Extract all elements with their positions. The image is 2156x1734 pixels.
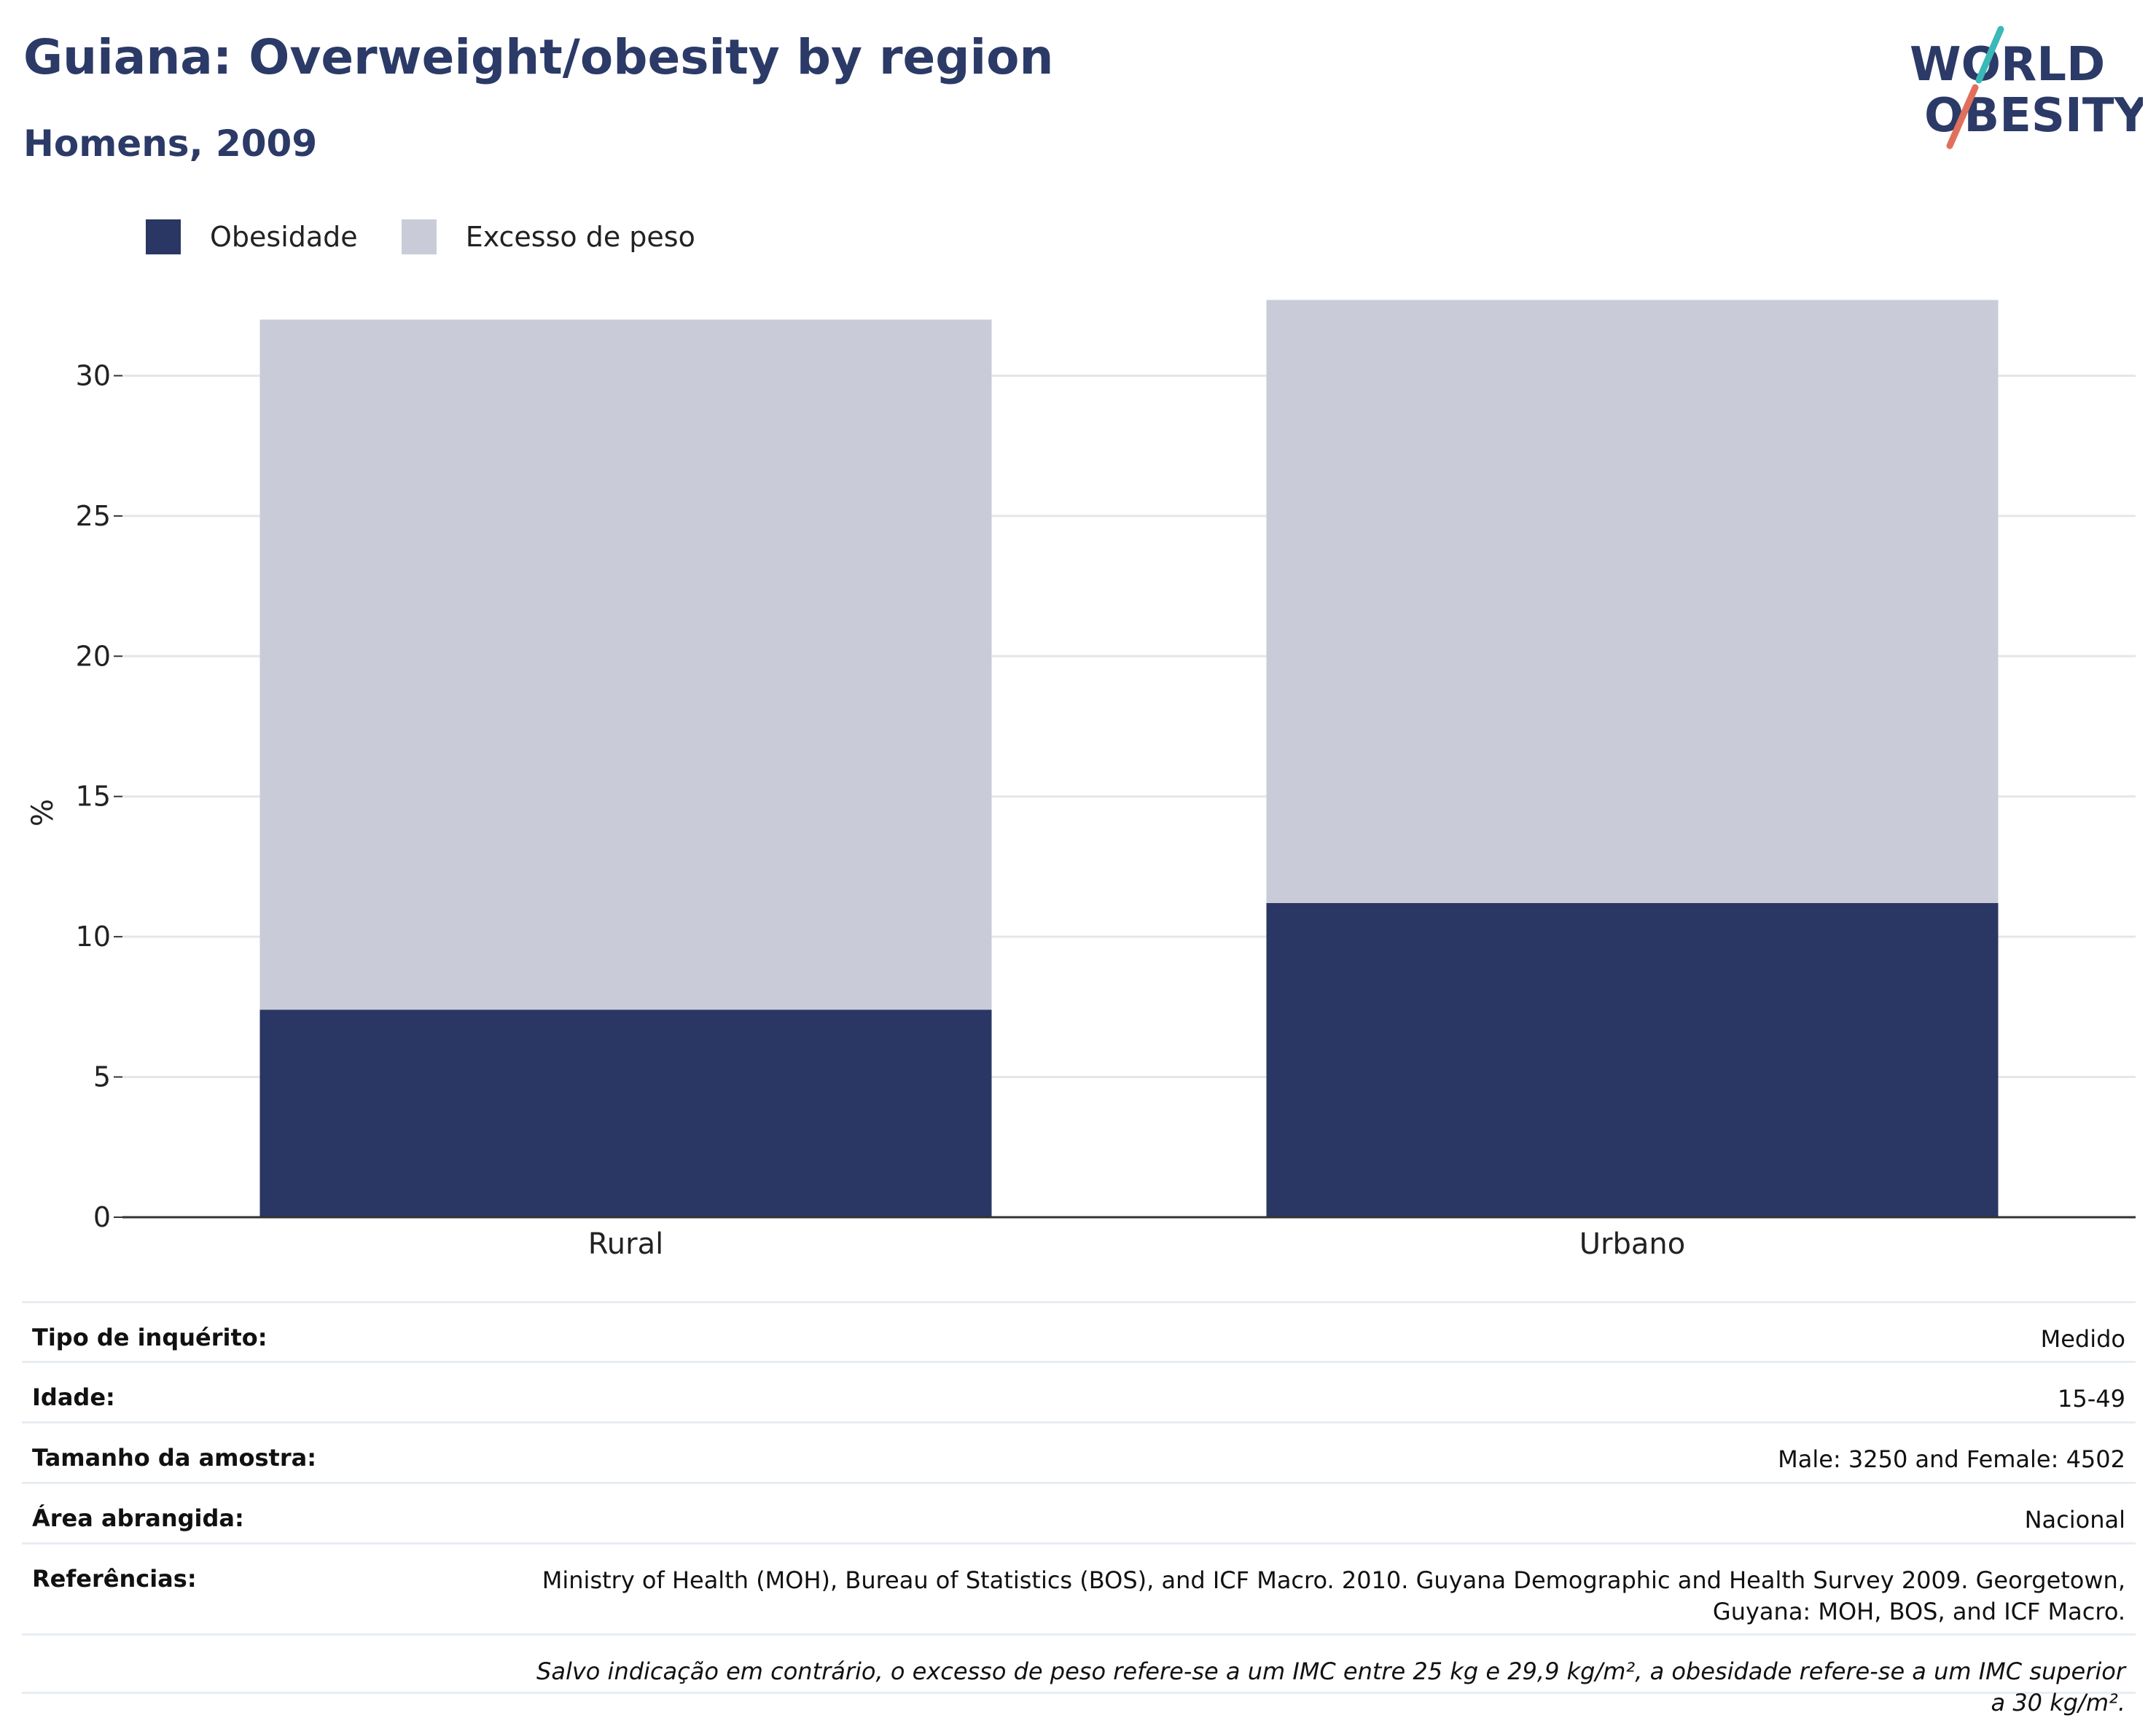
info-row-area: Área abrangida: Nacional xyxy=(22,1482,2136,1542)
info-row-survey-type: Tipo de inquérito: Medido xyxy=(22,1301,2136,1361)
info-value: Male: 3250 and Female: 4502 xyxy=(1778,1445,2125,1473)
info-key: Tamanho da amostra: xyxy=(32,1444,316,1472)
info-key: Referências: xyxy=(32,1565,197,1593)
info-row-references: Referências: Ministry of Health (MOH), B… xyxy=(22,1542,2136,1633)
y-tick-label: 25 xyxy=(76,500,111,532)
legend-item-excesso-de-peso[interactable]: Excesso de peso xyxy=(401,219,695,254)
y-tick-label: 20 xyxy=(76,640,111,672)
legend-swatch-excesso-de-peso xyxy=(401,219,437,254)
legend-label: Obesidade xyxy=(210,221,358,253)
logo-slash-coral xyxy=(1946,84,1979,149)
y-tick-label: 30 xyxy=(76,359,111,391)
logo-text-world: WORLD xyxy=(1910,38,2105,92)
y-tick-label: 0 xyxy=(93,1201,111,1233)
survey-info-table: Tipo de inquérito: Medido Idade: 15-49 T… xyxy=(22,1301,2136,1717)
y-tick-label: 15 xyxy=(76,781,111,813)
chart-subtitle: Homens, 2009 xyxy=(23,122,318,165)
info-value: Medido xyxy=(2040,1325,2125,1353)
x-tick-label: Rural xyxy=(588,1227,663,1261)
legend-swatch-obesidade xyxy=(146,219,181,254)
logo-slash-teal xyxy=(1975,26,2004,84)
bar-rural-obesidade xyxy=(259,1009,992,1217)
info-value: 15-49 xyxy=(2058,1385,2125,1413)
info-row-note: Salvo indicação em contrário, o excesso … xyxy=(22,1633,2136,1717)
info-key: Área abrangida: xyxy=(32,1504,244,1532)
x-tick-label: Urbano xyxy=(1579,1227,1685,1261)
axes: 0 5 10 15 20 25 30 Rural Urbano% xyxy=(26,359,2136,1261)
bar-chart: 0 5 10 15 20 25 30 Rural Urbano% xyxy=(26,300,2136,1261)
world-obesity-logo: WORLD OBESITY xyxy=(1910,26,2143,149)
y-axis-label: % xyxy=(26,799,60,827)
definition-note: Salvo indicação em contrário, o excesso … xyxy=(536,1657,2125,1717)
y-tick-label: 10 xyxy=(76,921,111,953)
bar-urbano-excesso-de-peso xyxy=(1266,300,1999,903)
info-value: Nacional xyxy=(2024,1506,2125,1534)
info-value: Ministry of Health (MOH), Bureau of Stat… xyxy=(542,1566,2125,1625)
bar-urbano-obesidade xyxy=(1266,902,1999,1217)
info-row-sample-size: Tamanho da amostra: Male: 3250 and Femal… xyxy=(22,1421,2136,1482)
y-tick-label: 5 xyxy=(93,1061,111,1093)
info-row-age: Idade: 15-49 xyxy=(22,1361,2136,1421)
info-key: Tipo de inquérito: xyxy=(32,1324,267,1351)
bar-rural-excesso-de-peso xyxy=(259,319,992,1010)
info-key: Idade: xyxy=(32,1383,115,1411)
legend-label: Excesso de peso xyxy=(465,221,695,253)
legend: Obesidade Excesso de peso xyxy=(146,219,739,255)
bars xyxy=(259,300,1999,1217)
legend-item-obesidade[interactable]: Obesidade xyxy=(146,219,358,254)
chart-title: Guiana: Overweight/obesity by region xyxy=(23,29,1054,85)
